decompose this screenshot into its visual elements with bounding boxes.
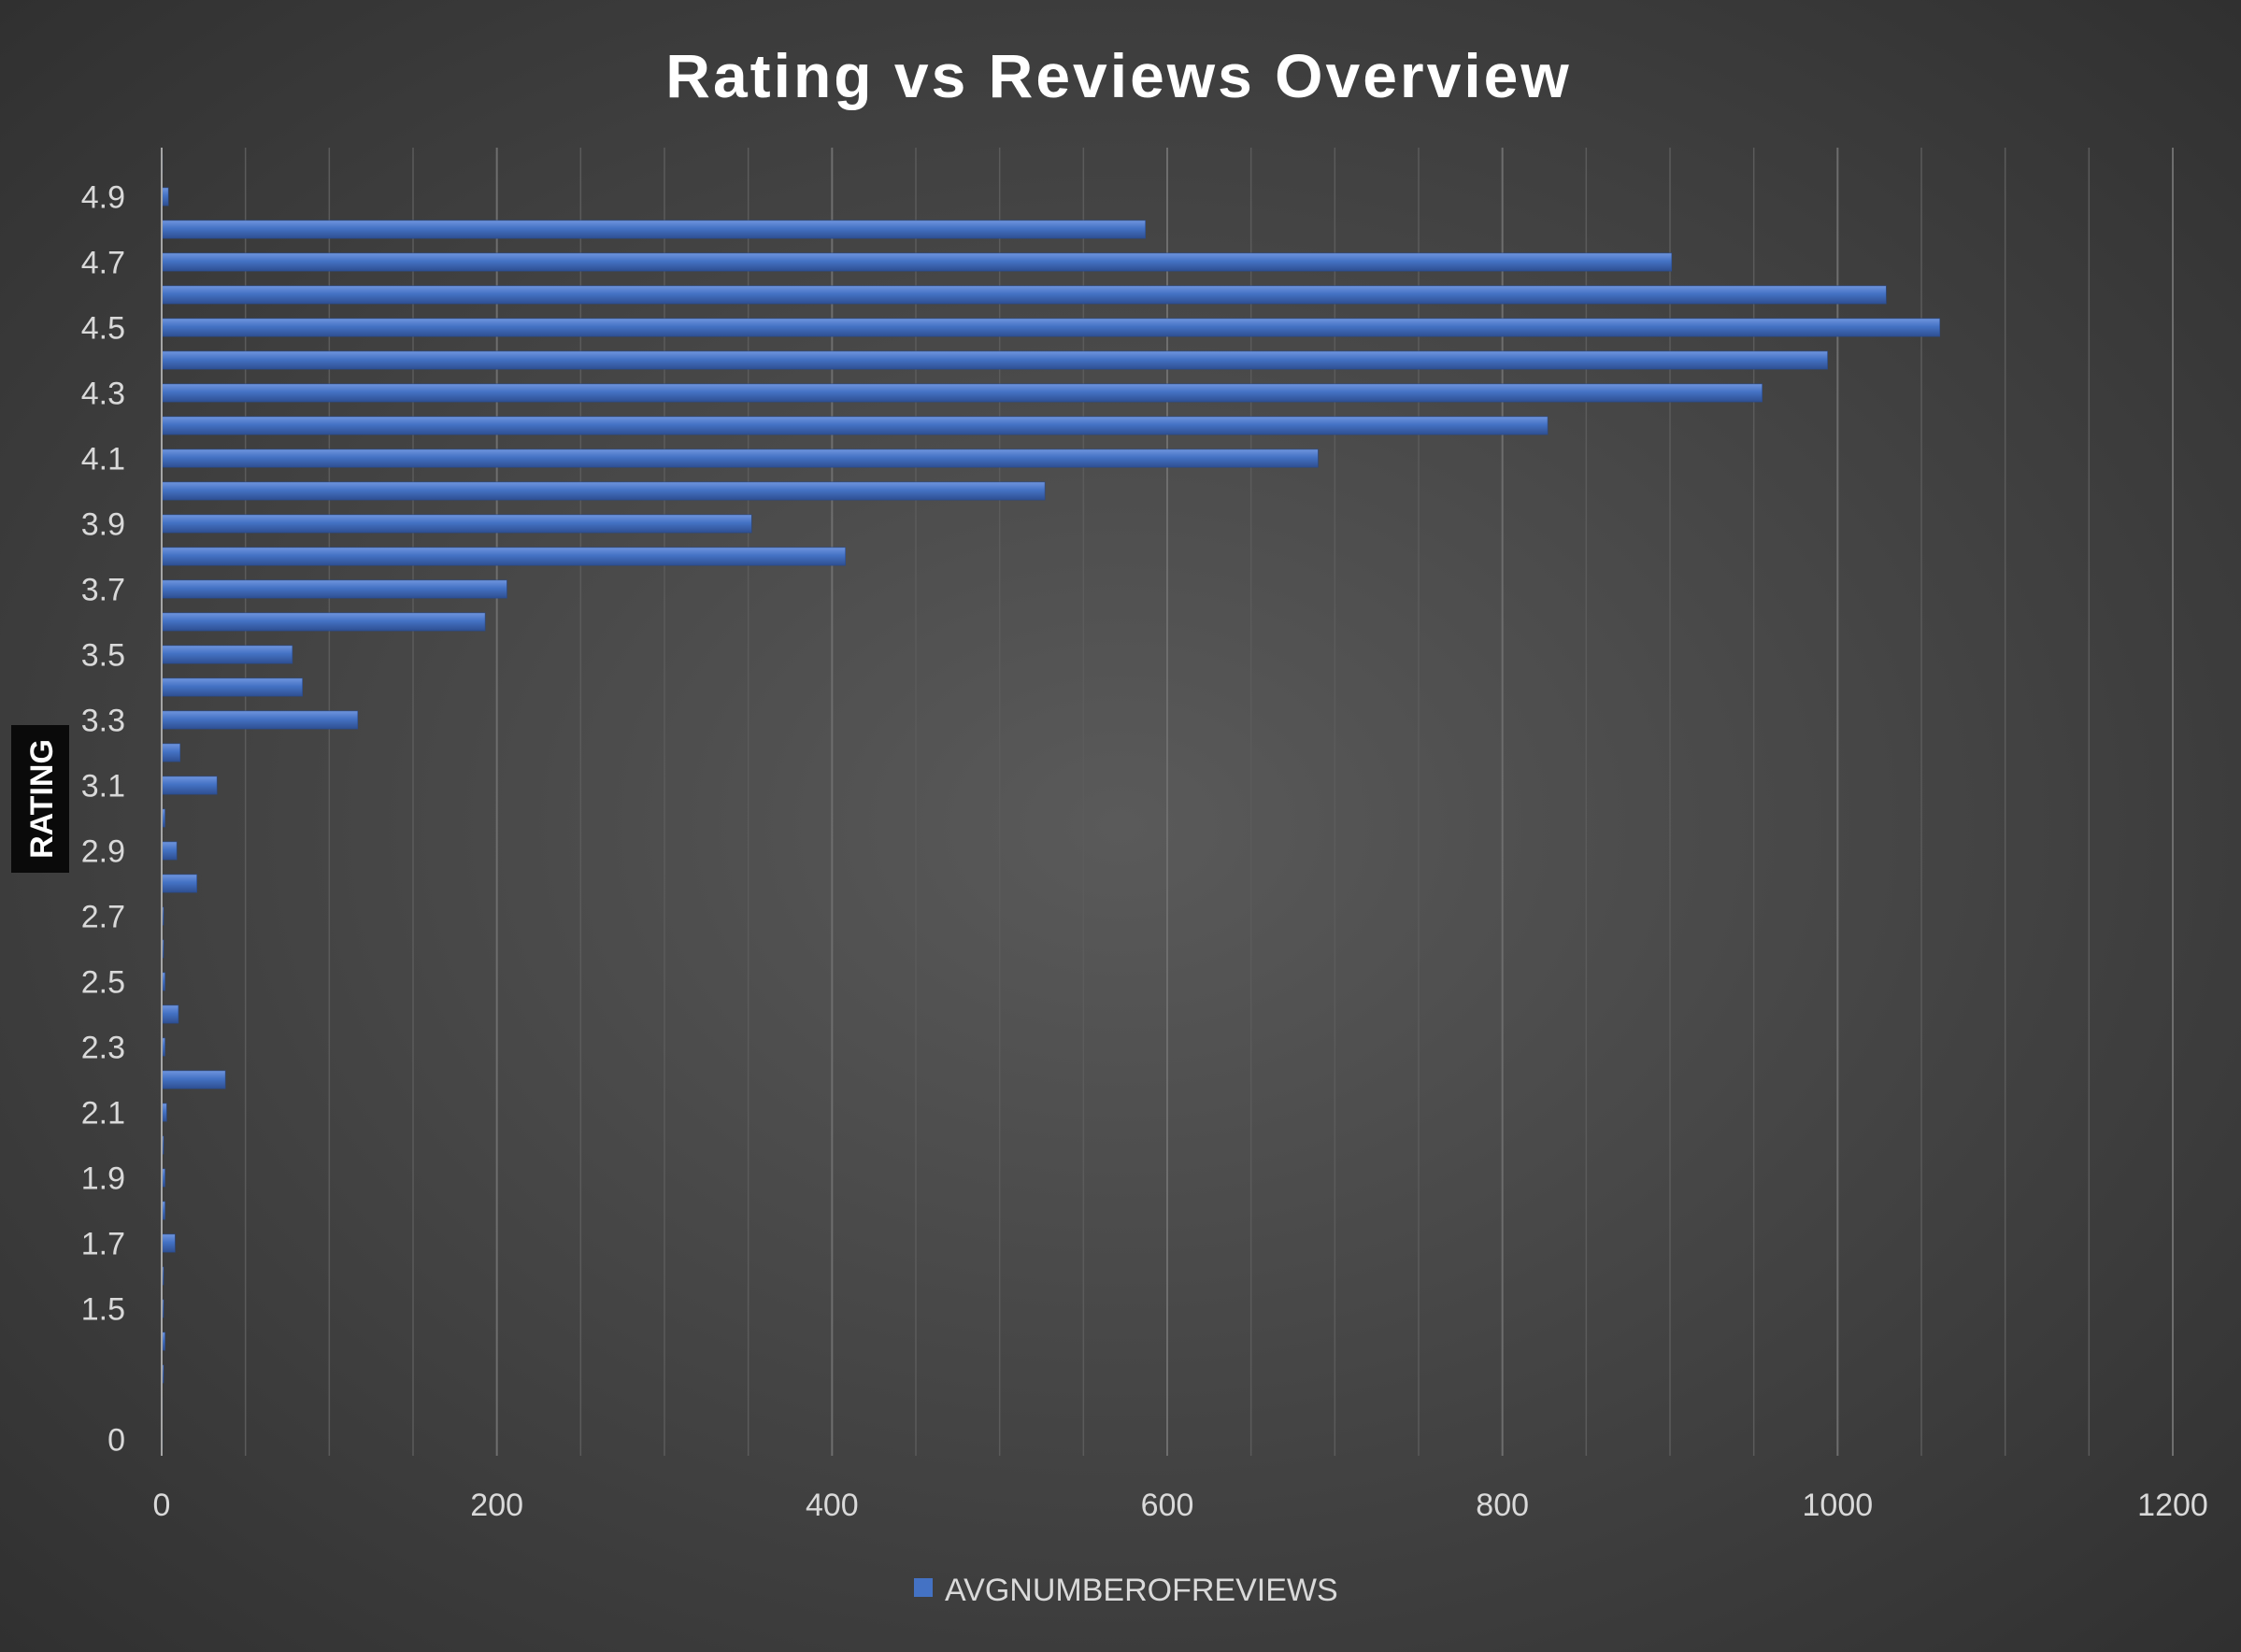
bar-4.3 [161, 383, 1763, 403]
bar-4.2 [161, 416, 1549, 435]
bar-3.2 [161, 743, 181, 762]
bar-4.5 [161, 318, 1941, 337]
bar-3.6 [161, 612, 486, 632]
y-tick-label: 4.3 [81, 377, 125, 412]
y-tick-label: 4.5 [81, 311, 125, 347]
bar-4.9 [161, 187, 169, 206]
bar-4.4 [161, 350, 1828, 370]
bar-3.7 [161, 579, 507, 599]
y-tick-label: 2.1 [81, 1096, 125, 1132]
x-tick-label: 400 [806, 1488, 859, 1523]
legend-swatch [914, 1578, 933, 1597]
bar-4.1 [161, 449, 1319, 468]
bar-3.9 [161, 514, 752, 534]
bar-2.2 [161, 1070, 226, 1089]
y-tick-label: 2.5 [81, 965, 125, 1001]
y-axis-title: RATING [24, 739, 60, 859]
legend: AVGNUMBEROFREVIEWS [914, 1573, 1338, 1608]
y-tick-label: 4.1 [81, 442, 125, 477]
bar-4.6 [161, 285, 1887, 305]
y-tick-label: 1.7 [81, 1227, 125, 1262]
y-tick-label: 4.9 [81, 180, 125, 216]
bar-3.4 [161, 677, 303, 697]
bar-1.7 [161, 1233, 176, 1253]
x-tick-label: 1200 [2137, 1488, 2208, 1523]
gridlines [244, 148, 2174, 1456]
y-tick-label: 3.3 [81, 704, 125, 739]
chart-title: Rating vs Reviews Overview [665, 41, 1571, 110]
bars [161, 154, 1941, 1449]
x-tick-label: 800 [1476, 1488, 1529, 1523]
x-tick-label: 600 [1141, 1488, 1194, 1523]
bar-2.9 [161, 841, 178, 861]
bar-3.1 [161, 776, 218, 795]
bar-4 [161, 481, 1046, 501]
y-tick-label: 1.9 [81, 1161, 125, 1197]
y-tick-label: 3.1 [81, 769, 125, 805]
x-tick-label: 200 [470, 1488, 523, 1523]
y-tick-label: 3.7 [81, 573, 125, 608]
bar-2.4 [161, 1004, 179, 1024]
y-tick-label: 0 [107, 1423, 125, 1459]
y-tick-label: 1.5 [81, 1292, 125, 1328]
y-tick-label: 4.7 [81, 246, 125, 281]
bar-3.5 [161, 645, 293, 664]
bar-3.3 [161, 710, 359, 730]
y-axis-ticks: 0 1.5 1.7 1.9 2.1 2.3 2.5 2.7 2.9 3.1 3.3 3.5 3.7 3.9… [81, 180, 125, 1459]
y-axis-label: RATING [11, 725, 69, 873]
bar-4.7 [161, 252, 1673, 272]
y-tick-label: 2.3 [81, 1031, 125, 1066]
x-axis-ticks: 0 200 400 600 800 1000 1200 [153, 1488, 2208, 1523]
y-tick-label: 3.5 [81, 638, 125, 674]
bar-4.8 [161, 220, 1146, 239]
bar-2.8 [161, 874, 197, 893]
y-tick-label: 3.9 [81, 507, 125, 543]
y-tick-label: 2.9 [81, 834, 125, 870]
x-tick-label: 0 [153, 1488, 171, 1523]
legend-label: AVGNUMBEROFREVIEWS [945, 1573, 1338, 1608]
y-tick-label: 2.7 [81, 900, 125, 935]
bar-3.8 [161, 547, 846, 566]
x-tick-label: 1000 [1803, 1488, 1874, 1523]
